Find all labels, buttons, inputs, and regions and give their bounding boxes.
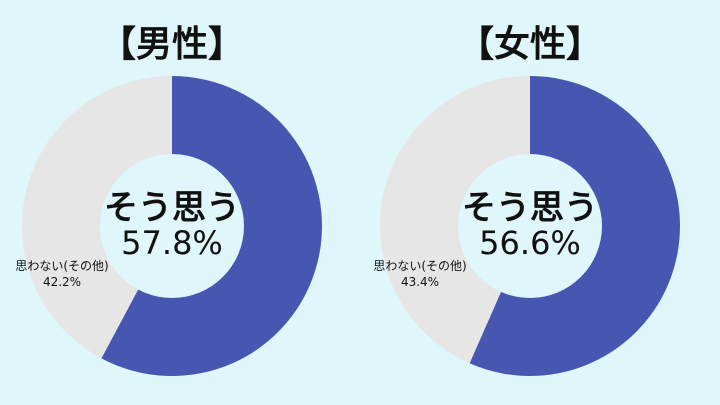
side-value-female: 43.4% — [401, 275, 439, 289]
side-label-male: 思わない(その他) — [15, 259, 108, 273]
chart-title-female: 【女性】 — [458, 24, 602, 65]
donut-male — [22, 76, 322, 376]
center-label-female: そう思う — [462, 188, 598, 228]
side-label-female: 思わない(その他) — [373, 259, 466, 273]
donut-hole-female — [458, 154, 602, 298]
side-value-male: 42.2% — [43, 275, 81, 289]
chart-title-male: 【男性】 — [100, 24, 244, 65]
slice-no-male — [22, 76, 173, 359]
donut-hole-male — [100, 154, 244, 298]
slice-no-female — [379, 76, 530, 364]
center-value-female: 56.6% — [479, 224, 581, 262]
donut-female — [379, 76, 680, 376]
chart-male: 【男性】 そう思う 57.8% 思わない(その他) 42.2% — [15, 24, 322, 376]
chart-female: 【女性】 そう思う 56.6% 思わない(その他) 43.4% — [373, 24, 680, 376]
center-value-male: 57.8% — [121, 224, 223, 262]
center-label-male: そう思う — [104, 188, 240, 228]
